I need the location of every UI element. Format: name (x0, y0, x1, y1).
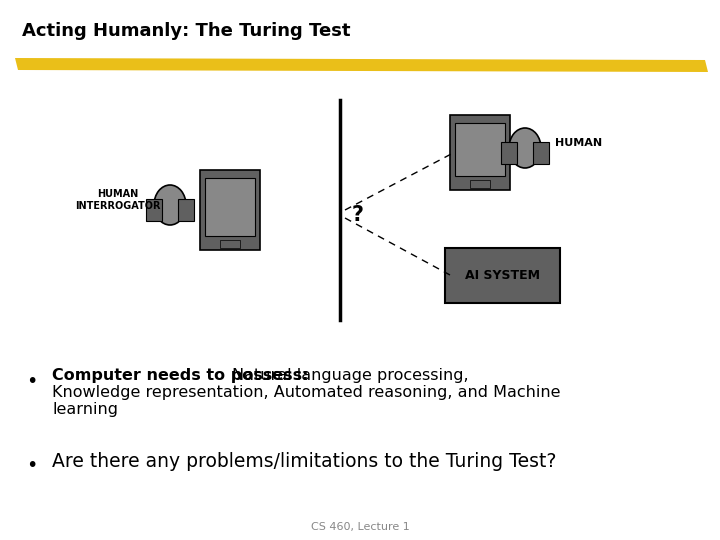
Bar (455, 123, 505, 176)
Text: AI SYSTEM: AI SYSTEM (465, 269, 540, 282)
Bar (445, 248, 560, 303)
Bar (470, 180, 490, 188)
Polygon shape (15, 58, 708, 72)
Text: Are there any problems/limitations to the Turing Test?: Are there any problems/limitations to th… (52, 452, 557, 471)
Bar (200, 170, 260, 250)
Text: Computer needs to possess:: Computer needs to possess: (52, 368, 314, 383)
Ellipse shape (154, 185, 186, 225)
Text: HUMAN: HUMAN (555, 138, 602, 148)
Text: CS 460, Lecture 1: CS 460, Lecture 1 (310, 522, 410, 532)
Bar (205, 178, 255, 236)
Bar (501, 142, 517, 164)
Ellipse shape (509, 128, 541, 168)
Text: ?: ? (352, 205, 364, 225)
Text: Knowledge representation, Automated reasoning, and Machine: Knowledge representation, Automated reas… (52, 385, 560, 400)
Text: •: • (27, 456, 37, 475)
Text: HUMAN
INTERROGATOR: HUMAN INTERROGATOR (76, 189, 161, 211)
Text: Acting Humanly: The Turing Test: Acting Humanly: The Turing Test (22, 22, 351, 40)
Text: Natural language processing,: Natural language processing, (232, 368, 468, 383)
Text: learning: learning (52, 402, 118, 417)
Bar (220, 240, 240, 248)
Text: •: • (27, 372, 37, 391)
Bar (450, 115, 510, 190)
Bar (533, 142, 549, 164)
Bar (178, 199, 194, 221)
Bar (146, 199, 162, 221)
